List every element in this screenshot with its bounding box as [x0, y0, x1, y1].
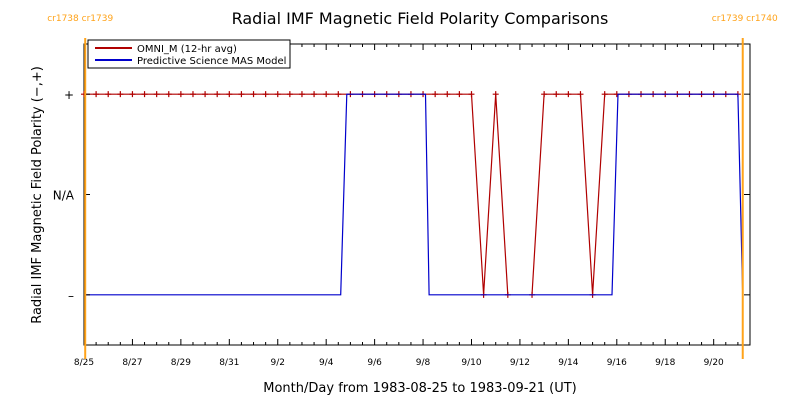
data-point-omni	[335, 91, 342, 98]
chart-title: Radial IMF Magnetic Field Polarity Compa…	[232, 9, 609, 28]
x-tick-label: 9/20	[704, 358, 724, 368]
data-point-omni	[129, 91, 136, 98]
data-point-omni	[214, 91, 221, 98]
data-point-omni	[274, 91, 281, 98]
legend-box	[87, 39, 291, 69]
x-tick-label: 8/31	[219, 358, 239, 368]
x-tick-label: 9/12	[510, 358, 530, 368]
y-tick-label: –	[68, 289, 74, 303]
data-point-omni	[189, 91, 196, 98]
data-point-omni	[541, 91, 548, 98]
data-point-omni	[153, 91, 160, 98]
data-point-omni	[323, 91, 330, 98]
data-point-omni	[432, 91, 439, 98]
data-point-omni	[456, 91, 463, 98]
data-point-omni	[492, 91, 499, 98]
data-point-omni	[553, 91, 560, 98]
legend-label-mas: Predictive Science MAS Model	[137, 56, 286, 67]
data-point-omni	[238, 91, 245, 98]
data-point-omni	[565, 91, 572, 98]
data-point-omni	[262, 91, 269, 98]
data-point-omni	[250, 91, 257, 98]
x-axis-label: Month/Day from 1983-08-25 to 1983-09-21 …	[263, 381, 576, 396]
y-tick-label: N/A	[53, 189, 75, 203]
x-tick-label: 9/14	[558, 358, 578, 368]
x-tick-label: 9/8	[416, 358, 431, 368]
x-tick-label: 9/4	[319, 358, 334, 368]
carrington-markers: cr1738 cr1739 cr1739 cr1740	[47, 14, 778, 359]
y-axis-label: Radial IMF Magnetic Field Polarity (−,+)	[30, 66, 45, 324]
carrington-label: cr1738 cr1739	[47, 14, 113, 24]
data-point-omni	[226, 91, 233, 98]
data-point-omni	[117, 91, 124, 98]
data-point-omni	[177, 91, 184, 98]
data-point-omni	[141, 91, 148, 98]
series-layer	[81, 91, 744, 298]
data-point-omni	[444, 91, 451, 98]
series-line-mas	[84, 93, 744, 296]
x-tick-label: 8/29	[171, 358, 191, 368]
legend-label-omni: OMNI_M (12-hr avg)	[137, 44, 237, 55]
data-point-omni	[298, 91, 305, 98]
x-tick-label: 8/27	[122, 358, 142, 368]
data-point-omni	[165, 91, 172, 98]
data-point-omni	[601, 91, 608, 98]
data-point-omni	[202, 91, 209, 98]
axes-layer: 8/25 8/27 8/29 8/31 9/2 9/4 9/6 9/8 9/10 9/12 9/14…	[53, 44, 750, 368]
legend: OMNI_M (12-hr avg) Predictive Science MA…	[87, 39, 291, 69]
data-point-omni	[93, 91, 100, 98]
x-tick-label: 9/2	[271, 358, 285, 368]
plot-frame	[83, 43, 751, 346]
x-tick-label: 8/25	[74, 358, 94, 368]
x-tick-label: 9/10	[461, 358, 481, 368]
data-point-omni	[577, 91, 584, 98]
data-point-omni	[286, 91, 293, 98]
x-tick-label: 9/18	[655, 358, 675, 368]
y-tick-label: +	[64, 88, 74, 102]
x-tick-label: 9/16	[607, 358, 627, 368]
data-point-omni	[105, 91, 112, 98]
series-line-omni	[84, 93, 738, 295]
data-point-omni	[468, 91, 475, 98]
data-point-omni	[311, 91, 318, 98]
x-tick-label: 9/6	[367, 358, 382, 368]
carrington-label: cr1739 cr1740	[712, 14, 778, 24]
